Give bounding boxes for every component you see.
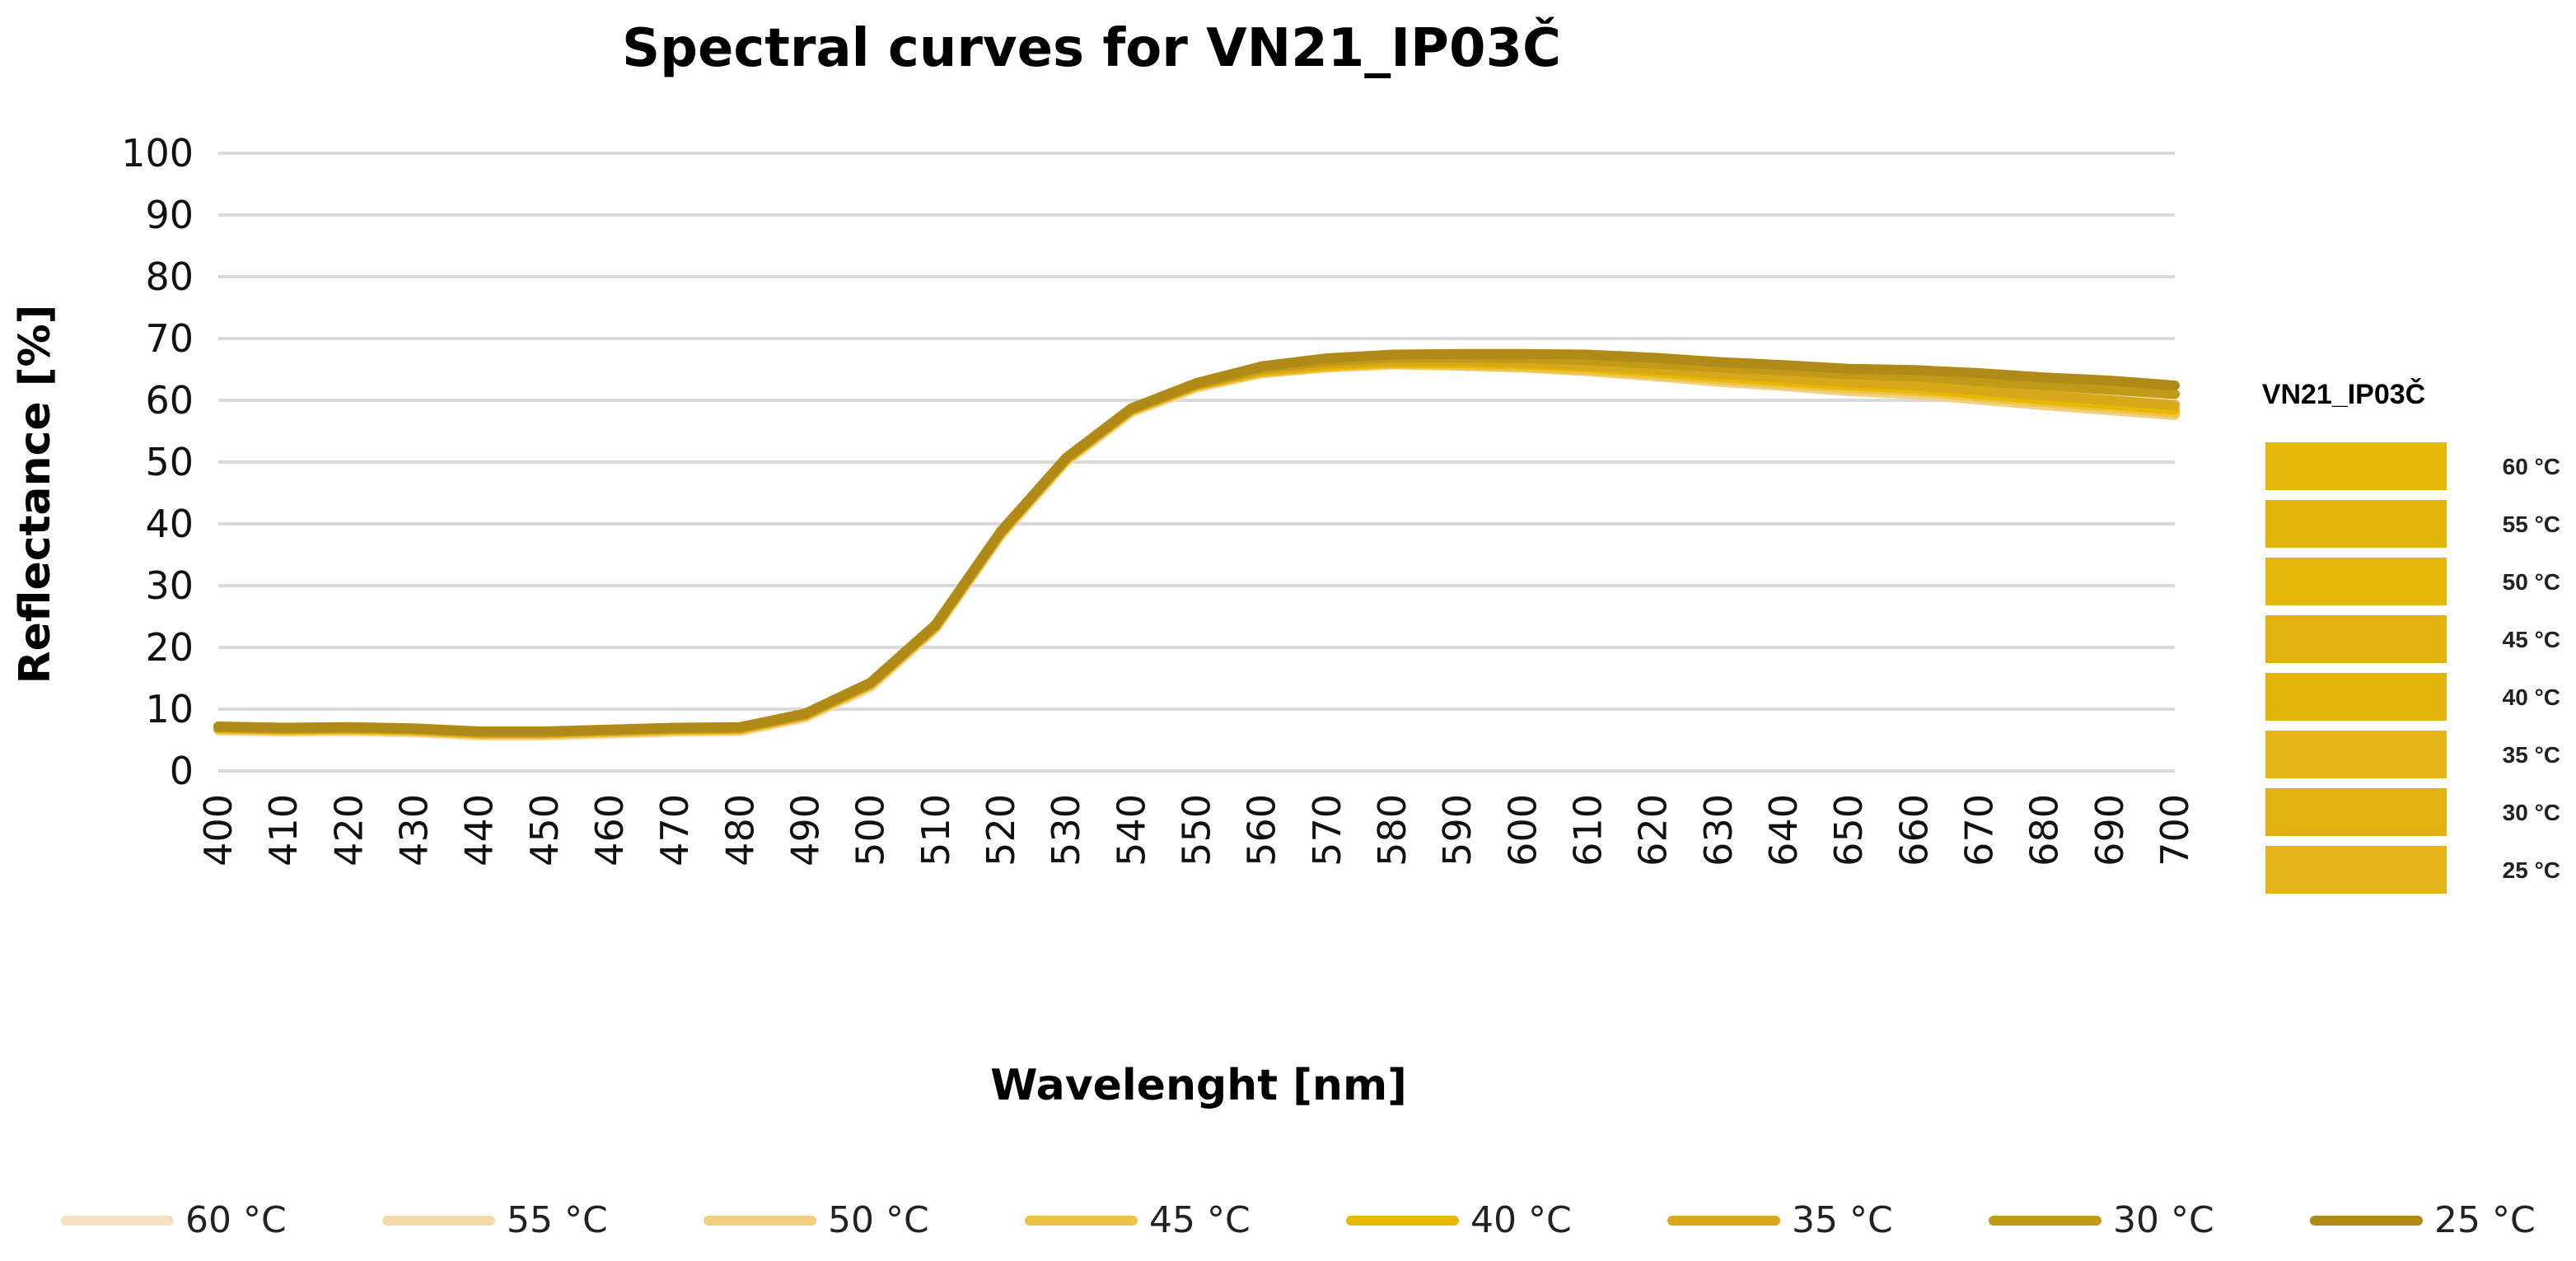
x-tick-label: 560 <box>1240 794 1284 866</box>
chart-title: Spectral curves for VN21_IP03Č <box>622 16 1561 79</box>
y-tick-label: 70 <box>145 316 194 361</box>
legend-label: 30 °C <box>2113 1199 2214 1241</box>
x-tick-label: 620 <box>1631 794 1676 866</box>
gridlines <box>218 152 2175 773</box>
side-legend-swatch <box>2265 558 2447 605</box>
side-legend: 60 °C 55 °C 50 °C 45 °C 40 °C 35 °C 30 °C 25 °C <box>2265 442 2560 894</box>
x-tick-label: 450 <box>522 794 567 866</box>
legend-label: 55 °C <box>507 1199 608 1241</box>
x-tick-label: 440 <box>457 794 502 866</box>
x-tick-label: 690 <box>2087 794 2132 866</box>
side-legend-swatch <box>2265 846 2447 894</box>
x-tick-label: 430 <box>392 794 437 866</box>
series-line <box>213 358 2180 741</box>
side-legend-swatch <box>2265 788 2447 836</box>
y-tick-label: 90 <box>145 193 194 237</box>
x-tick-labels: 400 410 420 430 440 450 460 470 480 490 500 510 520 5… <box>196 794 2197 866</box>
side-legend-label: 25 °C <box>2503 857 2560 883</box>
x-tick-label: 410 <box>261 794 306 866</box>
side-legend-swatch <box>2265 442 2447 490</box>
legend-label: 50 °C <box>828 1199 929 1241</box>
side-legend-label: 45 °C <box>2503 627 2560 652</box>
x-tick-label: 600 <box>1500 794 1545 866</box>
y-axis-label: Reflectance [%] <box>11 305 60 684</box>
side-legend-label: 60 °C <box>2503 454 2560 479</box>
x-tick-label: 540 <box>1109 794 1153 866</box>
y-tick-label: 100 <box>121 131 194 175</box>
series-line <box>213 358 2180 740</box>
x-tick-label: 640 <box>1761 794 1806 866</box>
x-tick-label: 400 <box>196 794 241 866</box>
series-line <box>213 353 2180 737</box>
x-tick-label: 480 <box>718 794 762 866</box>
side-legend-swatch <box>2265 673 2447 721</box>
legend-label: 40 °C <box>1470 1199 1572 1241</box>
series-line <box>213 357 2180 739</box>
x-tick-label: 550 <box>1175 794 1219 866</box>
side-legend-title: VN21_IP03Č <box>2262 378 2425 410</box>
x-tick-label: 530 <box>1044 794 1088 866</box>
side-legend-label: 35 °C <box>2503 742 2560 768</box>
side-legend-label: 30 °C <box>2503 800 2560 825</box>
x-tick-label: 580 <box>1370 794 1414 866</box>
bottom-legend: 60 °C 55 °C 50 °C 45 °C 40 °C 35 °C 30 °C 25 °C <box>61 1199 2536 1241</box>
x-tick-label: 500 <box>849 794 893 866</box>
y-tick-label: 10 <box>145 687 194 731</box>
y-tick-label: 0 <box>170 749 194 793</box>
x-axis-label: Wavelenght [nm] <box>990 1061 1407 1110</box>
y-tick-labels: 0 10 20 30 40 50 60 70 80 90 100 <box>121 131 194 793</box>
x-tick-label: 670 <box>1957 794 2002 866</box>
x-tick-label: 650 <box>1826 794 1871 866</box>
side-legend-label: 55 °C <box>2503 511 2560 537</box>
side-legend-swatch <box>2265 731 2447 778</box>
x-tick-label: 420 <box>326 794 371 866</box>
x-tick-label: 510 <box>914 794 958 866</box>
x-tick-label: 520 <box>979 794 1023 866</box>
x-tick-label: 470 <box>652 794 697 866</box>
legend-label: 25 °C <box>2434 1199 2536 1241</box>
side-legend-swatch <box>2265 500 2447 548</box>
y-tick-label: 20 <box>145 625 194 670</box>
x-tick-label: 460 <box>587 794 632 866</box>
y-tick-label: 80 <box>145 255 194 299</box>
y-tick-label: 60 <box>145 378 194 423</box>
side-legend-label: 40 °C <box>2503 684 2560 710</box>
y-tick-label: 50 <box>145 440 194 484</box>
legend-label: 45 °C <box>1149 1199 1251 1241</box>
series-line <box>213 359 2180 740</box>
x-tick-label: 680 <box>2022 794 2067 866</box>
series-line <box>213 348 2180 736</box>
side-legend-swatch <box>2265 615 2447 663</box>
y-tick-label: 40 <box>145 502 194 546</box>
legend-label: 35 °C <box>1792 1199 1893 1241</box>
x-tick-label: 570 <box>1305 794 1349 866</box>
legend-label: 60 °C <box>185 1199 287 1241</box>
series-line <box>213 358 2180 739</box>
x-tick-label: 490 <box>783 794 828 866</box>
side-legend-label: 50 °C <box>2503 569 2560 595</box>
series-lines <box>213 348 2180 741</box>
x-tick-label: 700 <box>2153 794 2197 866</box>
x-tick-label: 630 <box>1696 794 1741 866</box>
x-tick-label: 590 <box>1435 794 1480 866</box>
y-tick-label: 30 <box>145 563 194 608</box>
series-line <box>213 356 2180 738</box>
x-tick-label: 660 <box>1891 794 1936 866</box>
x-tick-label: 610 <box>1566 794 1611 866</box>
